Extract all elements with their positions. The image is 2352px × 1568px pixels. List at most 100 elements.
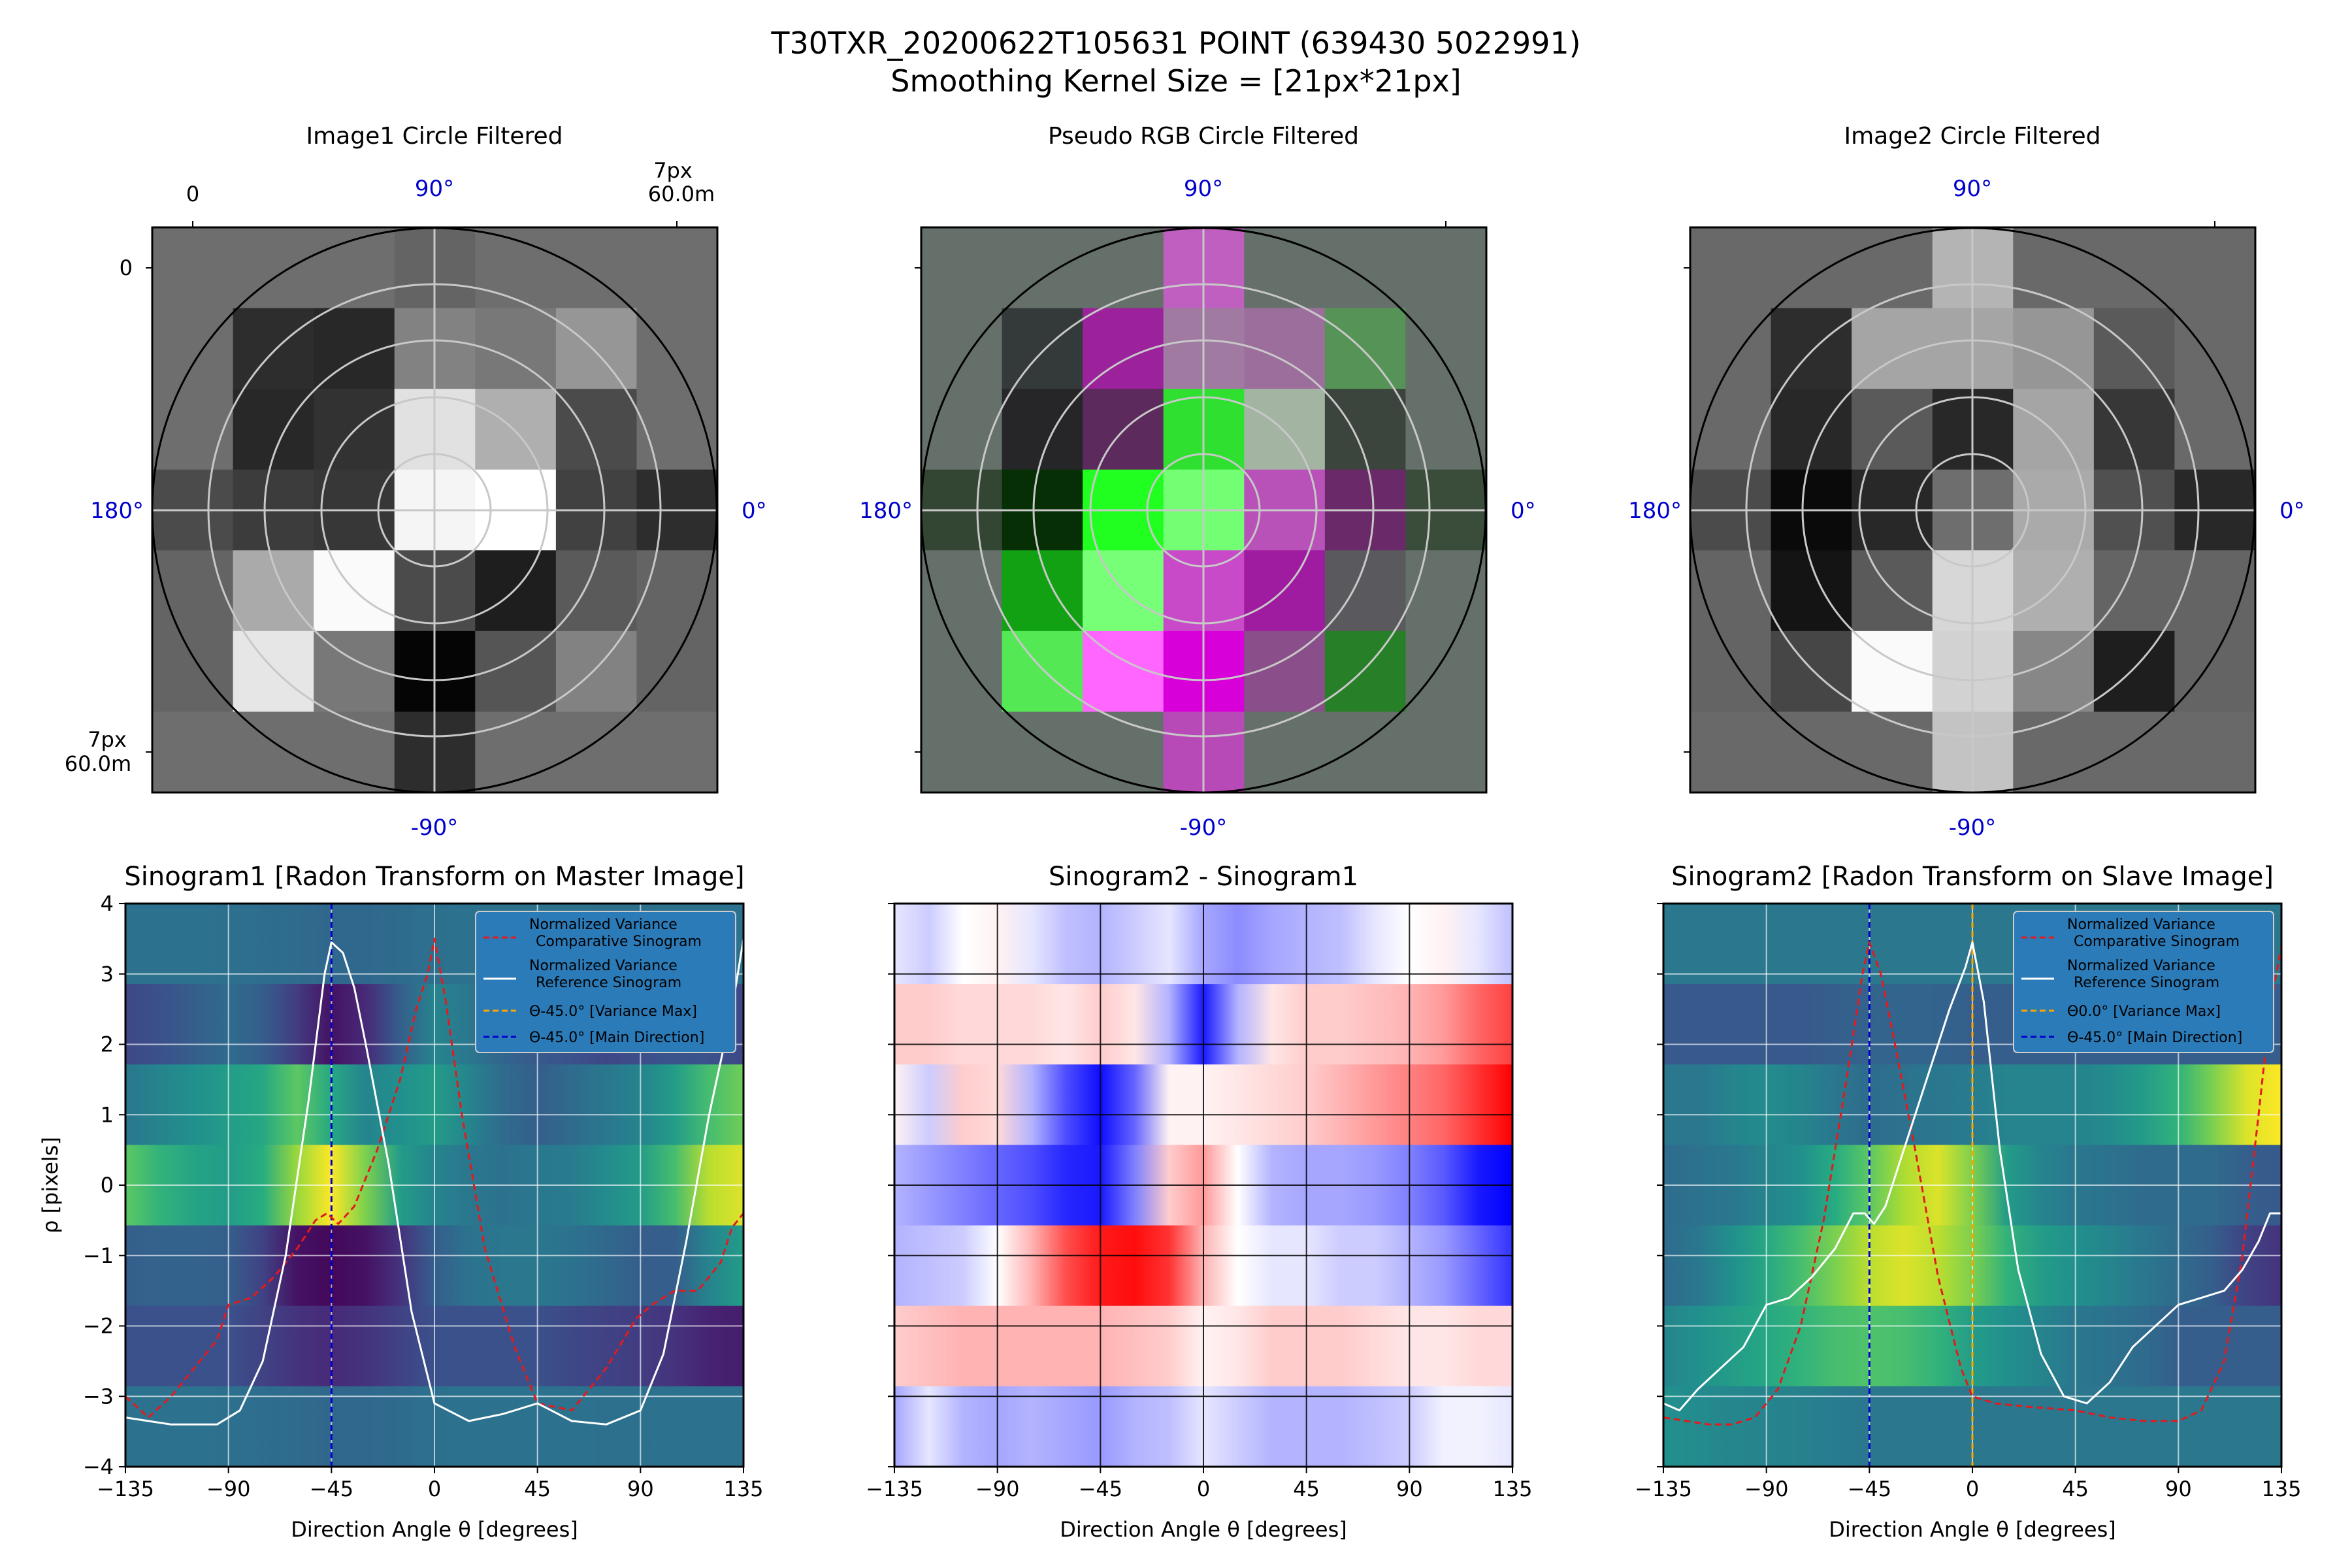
polar-pixel-cell	[1771, 630, 1852, 713]
legend-compare-1: Normalized Variance	[529, 917, 678, 933]
polar-pixel-cell	[2093, 308, 2176, 389]
sinogram-title-3: Sinogram2 [Radon Transform on Slave Imag…	[1671, 862, 2274, 892]
polar-pixel-cell	[152, 389, 234, 470]
legend-compare-2: Comparative Sinogram	[2074, 934, 2240, 950]
sinogram-panel-3: Sinogram2 [Radon Transform on Slave Imag…	[1635, 862, 2301, 1542]
polar-pixel-cell	[2174, 308, 2256, 389]
polar-pixel-cell	[1690, 711, 1772, 793]
x-tick-label: −45	[1848, 1477, 1892, 1501]
scale-left-bottom-1: 7px	[88, 727, 127, 752]
polar-pixel-cell	[2013, 550, 2095, 632]
polar-pixel-cell	[475, 550, 557, 632]
polar-title-image1: Image1 Circle Filtered	[306, 123, 563, 150]
sinogram-panel-2: Sinogram2 - Sinogram1 −135 −90 −45 0 45 90 135…	[866, 862, 1532, 1542]
polar-pixel-cell	[1852, 711, 1933, 793]
x-tick-label: 0	[428, 1477, 441, 1501]
polar-pixel-cell	[921, 227, 1003, 309]
polar-pixel-cell	[1405, 308, 1487, 389]
angle-label-east: 0°	[1511, 498, 1536, 524]
polar-pixel-cell	[636, 227, 718, 309]
legend-main-direction: Θ-45.0° [Main Direction]	[529, 1030, 704, 1046]
polar-pixel-cell	[152, 308, 234, 389]
sinogram-yticks-2	[888, 903, 894, 1467]
sinogram-xticks-3: −135 −90 −45 0 45 90 135	[1635, 1467, 2302, 1501]
legend-reference-2: Reference Sinogram	[2074, 975, 2219, 991]
polar-pixel-cell	[1002, 711, 1083, 793]
x-tick-label: −90	[1744, 1477, 1789, 1501]
scale-top-left: 0	[186, 182, 199, 206]
polar-pixel-cell	[475, 389, 557, 470]
x-tick-label: 90	[2165, 1477, 2192, 1501]
polar-pixel-cell	[2093, 711, 2176, 793]
polar-pixel-cell	[2013, 389, 2095, 470]
scale-left-bottom-2: 60.0m	[65, 751, 131, 776]
x-tick-label: 45	[524, 1477, 551, 1501]
sinogram-title-2: Sinogram2 - Sinogram1	[1049, 862, 1358, 892]
polar-pixel-cell	[1405, 711, 1487, 793]
sinogram-xlabel-1: Direction Angle θ [degrees]	[291, 1517, 578, 1542]
polar-pixel-cell	[555, 227, 638, 309]
x-tick-label: 0	[1197, 1477, 1210, 1501]
legend-bg	[475, 911, 736, 1053]
polar-pixel-cell	[636, 711, 718, 793]
polar-pixel-cell	[1771, 308, 1852, 389]
x-tick-label: −45	[1079, 1477, 1123, 1501]
x-tick-label: 45	[1293, 1477, 1320, 1501]
sinogram-xlabel-3: Direction Angle θ [degrees]	[1829, 1517, 2116, 1542]
legend-bg	[2013, 911, 2274, 1053]
angle-label-west: 180°	[90, 498, 144, 524]
polar-pixel-cell	[2013, 711, 2095, 793]
legend-variance-max: Θ-45.0° [Variance Max]	[529, 1004, 697, 1020]
polar-pixel-cell	[1771, 711, 1852, 793]
sinogram-xticks-1: −135 −90 −45 0 45 90 135	[97, 1467, 764, 1501]
y-tick-label: 4	[101, 891, 114, 916]
polar-frame-image2	[1689, 226, 2257, 794]
angle-label-south: -90°	[1949, 815, 1997, 841]
scale-top-right-2: 60.0m	[648, 182, 715, 206]
sinogram-title-1: Sinogram1 [Radon Transform on Master Ima…	[124, 862, 744, 892]
polar-pixel-cell	[1244, 389, 1326, 470]
x-tick-label: 90	[1396, 1477, 1423, 1501]
y-tick-label: −3	[83, 1384, 114, 1409]
y-tick-label: 1	[101, 1102, 114, 1127]
polar-pixel-cell	[1002, 630, 1083, 713]
angle-label-north: 90°	[415, 176, 454, 202]
polar-pixel-cell	[152, 711, 234, 793]
sinogram-xticks-2: −135 −90 −45 0 45 90 135	[866, 1467, 1533, 1501]
x-tick-label: 135	[2261, 1477, 2301, 1501]
polar-pixel-cell	[2174, 711, 2256, 793]
legend-variance-max: Θ0.0° [Variance Max]	[2067, 1004, 2221, 1020]
sinogram-curves-3	[1663, 904, 2283, 1467]
polar-pixel-cell	[1244, 711, 1326, 793]
legend-compare-1: Normalized Variance	[2067, 917, 2215, 933]
polar-pixel-cell	[1690, 630, 1772, 713]
y-tick-label: 3	[101, 962, 114, 987]
x-tick-label: −90	[206, 1477, 251, 1501]
curve-comparative	[1663, 941, 2283, 1426]
scale-left-top: 0	[120, 255, 133, 280]
x-tick-label: 0	[1966, 1477, 1979, 1501]
polar-pixel-cell	[2174, 227, 2256, 309]
polar-panel-rgb: Pseudo RGB Circle Filtered 90° -90° 180°…	[859, 123, 1536, 841]
polar-pixel-cell	[1690, 389, 1772, 470]
polar-pixel-cell	[921, 630, 1003, 713]
polar-pixel-cell	[152, 550, 234, 632]
legend-reference-2: Reference Sinogram	[536, 975, 681, 991]
angle-label-south: -90°	[411, 815, 459, 841]
polar-pixel-cell	[152, 227, 234, 309]
y-tick-label: 2	[101, 1032, 114, 1057]
polar-panel-image1: Image1 Circle Filtered 90° -90° 180° 0° …	[65, 123, 767, 841]
sinogram-xlabel-2: Direction Angle θ [degrees]	[1060, 1517, 1347, 1542]
x-tick-label: 135	[1492, 1477, 1532, 1501]
polar-pixel-cell	[921, 389, 1003, 470]
legend-compare-2: Comparative Sinogram	[536, 934, 702, 950]
polar-pixel-cell	[555, 630, 638, 713]
y-tick-label: −1	[83, 1243, 114, 1268]
polar-pixel-cell	[1324, 711, 1407, 793]
polar-pixel-cell	[314, 227, 395, 309]
legend-reference-1: Normalized Variance	[529, 958, 678, 974]
x-tick-label: 135	[723, 1477, 763, 1501]
sinogram-panel-1: Sinogram1 [Radon Transform on Master Ima…	[38, 862, 764, 1542]
polar-pixel-cell	[233, 227, 314, 309]
